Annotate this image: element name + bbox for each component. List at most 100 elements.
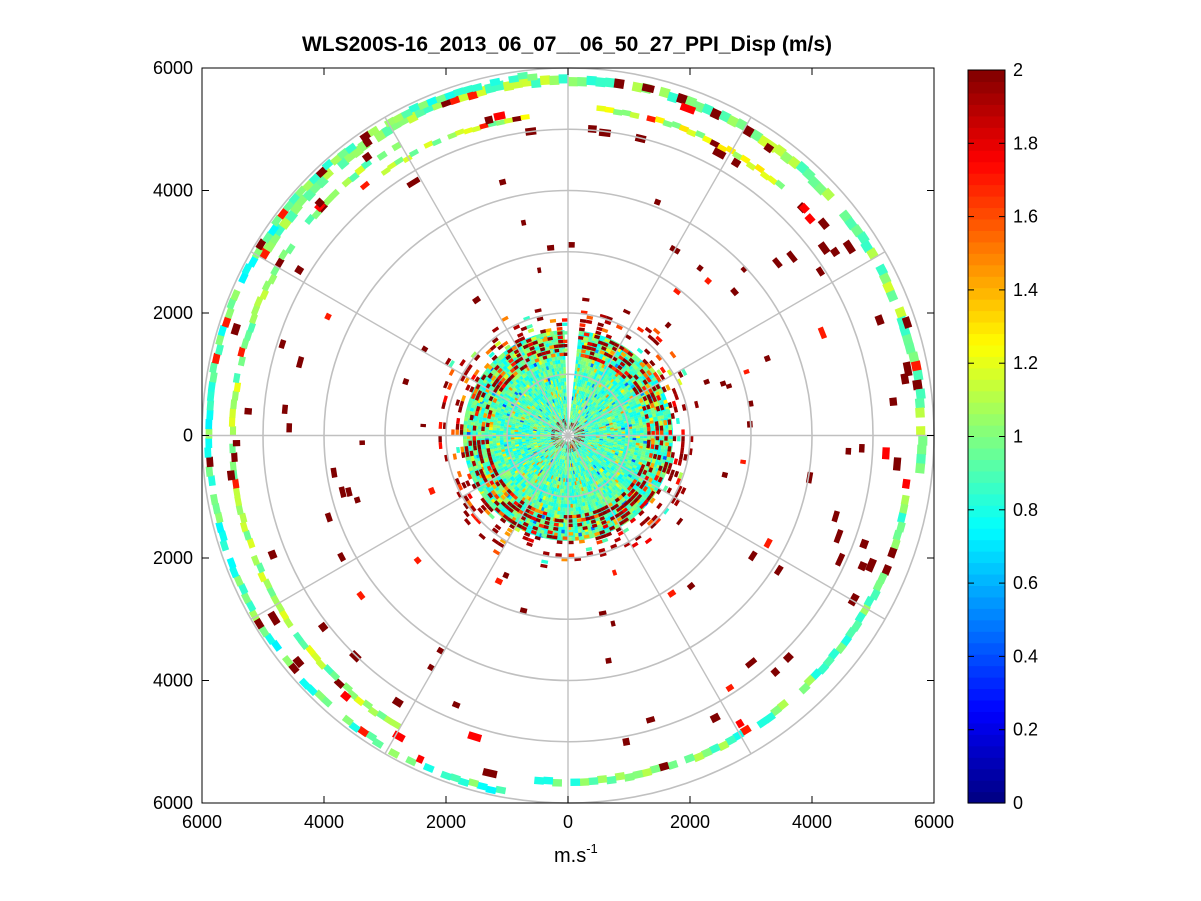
data-cell (582, 364, 586, 369)
data-cell (573, 404, 576, 409)
data-cell (557, 385, 561, 390)
data-cell (570, 511, 574, 516)
data-cell (552, 399, 555, 404)
data-cell (608, 489, 613, 495)
data-cell (547, 436, 551, 437)
data-cell (553, 425, 557, 429)
data-cell (535, 395, 540, 400)
data-cell (570, 444, 572, 449)
data-cell (558, 433, 563, 435)
data-cell (561, 470, 564, 475)
data-cell (593, 422, 598, 425)
data-cell (532, 449, 537, 453)
data-cell (601, 422, 606, 425)
data-cell (611, 401, 616, 406)
data-cell (590, 410, 595, 415)
data-cell (603, 458, 608, 462)
data-cell (576, 348, 582, 353)
data-cell (538, 446, 543, 450)
data-cell (528, 392, 533, 397)
data-cell (523, 372, 528, 378)
data-cell (580, 406, 583, 411)
data-cell (524, 416, 530, 420)
data-cell (551, 440, 556, 442)
data-cell (581, 433, 586, 435)
data-cell (566, 441, 568, 446)
data-cell (609, 425, 614, 429)
data-cell (581, 431, 585, 433)
data-cell (615, 408, 620, 412)
data-cell (559, 451, 562, 455)
data-cell (586, 473, 590, 478)
data-cell (542, 452, 546, 456)
data-cell (602, 489, 607, 494)
data-cell (595, 404, 599, 409)
data-cell (597, 391, 602, 396)
data-cell (572, 404, 575, 408)
data-cell (477, 432, 482, 436)
data-cell (549, 331, 555, 336)
data-cell (606, 495, 611, 501)
data-cell (573, 419, 576, 424)
data-cell (618, 490, 624, 495)
data-cell (526, 422, 531, 425)
data-cell (584, 380, 588, 385)
data-cell (518, 454, 523, 458)
data-cell (552, 391, 555, 396)
data-cell (576, 421, 580, 426)
data-cell (630, 416, 635, 420)
data-cell (620, 471, 625, 476)
data-cell (494, 393, 500, 399)
data-cell (532, 436, 537, 438)
data-cell (586, 500, 591, 506)
data-cell (516, 408, 521, 412)
data-cell (589, 446, 594, 449)
data-cell (611, 384, 616, 389)
data-cell (596, 395, 601, 400)
data-cell (578, 360, 582, 365)
data-cell (529, 493, 534, 499)
data-cell (554, 472, 558, 477)
data-cell (522, 442, 527, 446)
data-cell (587, 441, 592, 444)
data-cell (527, 448, 532, 452)
data-cell (575, 426, 579, 430)
data-cell (602, 441, 607, 444)
data-cell (587, 407, 591, 412)
data-cell (605, 413, 610, 417)
data-cell (613, 440, 618, 443)
data-cell (560, 419, 563, 424)
data-cell (501, 448, 506, 453)
data-cell (559, 355, 563, 360)
data-cell (514, 429, 519, 432)
data-cell (569, 418, 571, 423)
data-cell (584, 431, 589, 434)
data-cell (579, 464, 583, 469)
data-cell (595, 467, 600, 472)
data-cell (467, 402, 472, 408)
data-cell (596, 448, 601, 452)
data-cell (559, 439, 564, 442)
data-cell (495, 455, 500, 460)
data-cell (499, 486, 505, 492)
data-cell (543, 408, 547, 413)
data-cell (573, 424, 577, 428)
data-cell (613, 426, 618, 430)
data-cell (550, 502, 554, 507)
data-cell (595, 457, 599, 461)
data-cell (586, 416, 590, 420)
data-cell (558, 416, 561, 421)
data-cell (597, 396, 602, 401)
data-cell (529, 442, 534, 446)
data-cell (529, 465, 534, 470)
data-cell (565, 414, 567, 419)
data-cell (641, 416, 646, 420)
data-cell (602, 425, 607, 429)
data-cell (558, 450, 561, 455)
data-cell (540, 427, 545, 430)
data-cell (639, 424, 644, 429)
data-cell (508, 479, 513, 485)
data-cell (570, 463, 573, 468)
data-cell (557, 405, 560, 410)
data-cell (575, 446, 579, 450)
